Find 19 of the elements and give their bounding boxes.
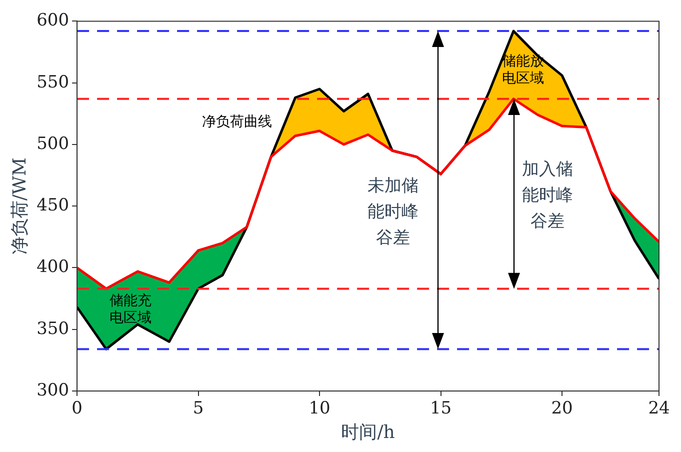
annotation: 储能充电区域: [110, 292, 152, 326]
x-axis-title: 时间/h: [341, 422, 396, 443]
y-tick-label: 300: [36, 380, 70, 400]
x-tick-label: 0: [72, 398, 82, 419]
y-tick-label: 500: [36, 134, 70, 154]
x-tick-label: 10: [308, 398, 330, 419]
x-tick-label: 24: [648, 398, 670, 419]
y-axis-title: 净负荷/WM: [9, 158, 30, 255]
annotation: 净负荷曲线: [202, 114, 272, 130]
x-tick-label: 15: [430, 398, 452, 419]
y-tick-label: 400: [36, 257, 70, 278]
y-tick-label: 600: [36, 10, 70, 31]
annotation: 未加储能时峰谷差: [368, 176, 419, 248]
y-tick-label: 350: [36, 318, 70, 339]
annotation: 加入储能时峰谷差: [522, 160, 573, 232]
y-tick-label: 450: [36, 196, 70, 216]
y-tick-label: 550: [36, 72, 70, 92]
x-tick-label: 20: [551, 398, 573, 419]
x-tick-label: 5: [192, 398, 204, 419]
